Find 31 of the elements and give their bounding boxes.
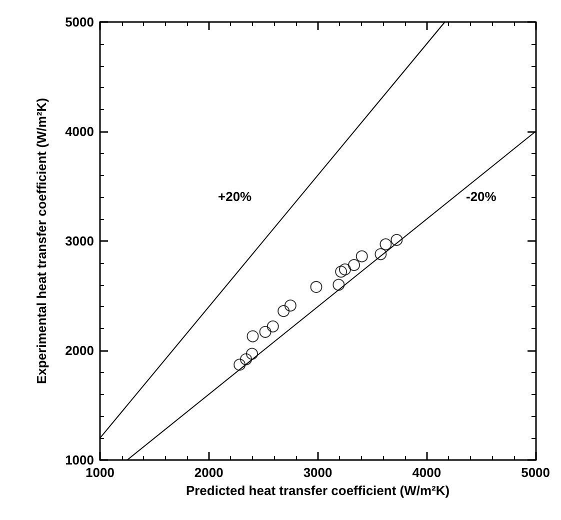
point: [246, 348, 258, 360]
point: [339, 263, 351, 276]
point: [259, 326, 272, 338]
x-tick-label: 2000: [194, 465, 224, 480]
point: [266, 320, 279, 332]
x-tick-label: 5000: [521, 465, 550, 480]
x-axis-title: Predicted heat transfer coefficient (W/m²K): [186, 482, 450, 498]
annotation: -20%: [466, 189, 497, 204]
point: [356, 250, 368, 262]
y-tick-label: 2000: [65, 343, 94, 358]
x-tick-label: 1000: [86, 465, 114, 480]
point: [278, 305, 290, 318]
point: [284, 300, 296, 312]
point: [390, 234, 403, 246]
annotation: +20%: [218, 189, 252, 204]
x-tick-label: 4000: [412, 465, 442, 480]
y-tick-label: 1000: [65, 452, 94, 468]
point: [332, 278, 345, 291]
point: [348, 259, 360, 272]
point: [335, 266, 348, 278]
point: [380, 238, 392, 250]
point: [374, 248, 387, 260]
point: [234, 358, 246, 371]
y-tick-label: 4000: [65, 124, 94, 139]
y-axis-title: Experimental heat transfer coefficient (W/m²K): [34, 98, 49, 384]
y-tick-label: 3000: [65, 234, 94, 248]
point: [240, 353, 252, 366]
point: [246, 330, 259, 342]
x-tick-label: 3000: [303, 465, 332, 480]
y-tick-label: 5000: [65, 14, 94, 30]
point: [310, 280, 322, 293]
